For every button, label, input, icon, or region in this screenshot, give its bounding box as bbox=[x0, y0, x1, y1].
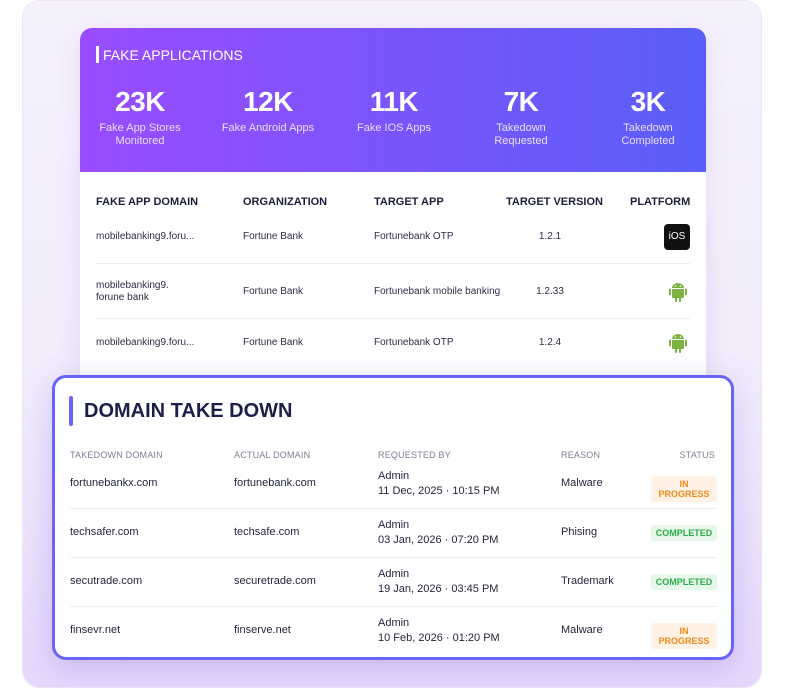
column-header: ACTUAL DOMAIN bbox=[234, 450, 311, 460]
reason: Malware bbox=[561, 624, 603, 636]
column-header: ORGANIZATION bbox=[243, 196, 328, 208]
android-icon bbox=[666, 331, 690, 360]
stat: 23K Fake App Stores Monitored bbox=[80, 86, 200, 148]
column-header: STATUS bbox=[679, 450, 715, 460]
takedown-domain: finsevr.net bbox=[70, 624, 121, 636]
column-header: REQUESTED BY bbox=[378, 450, 451, 460]
status-badge: COMPLETED bbox=[651, 525, 717, 541]
target-app: Fortunebank mobile banking bbox=[374, 286, 501, 297]
target-app: Fortunebank OTP bbox=[374, 231, 454, 242]
platform-badge: iOS bbox=[664, 224, 690, 250]
stat: 11K Fake IOS Apps bbox=[334, 86, 454, 135]
request-date: 11 Dec, 2025 · 10:15 PM bbox=[378, 485, 500, 497]
requested-by: Admin bbox=[378, 470, 410, 482]
stat: 7K Takedown Requested bbox=[461, 86, 581, 148]
actual-domain: securetrade.com bbox=[234, 575, 316, 587]
target-version: 1.2.33 bbox=[536, 286, 564, 297]
status-badge: IN PROGRESS bbox=[651, 476, 717, 502]
request-date: 03 Jan, 2026 · 07:20 PM bbox=[378, 534, 499, 546]
status-badge: IN PROGRESS bbox=[651, 623, 717, 649]
stat: 3K Takedown Completed bbox=[588, 86, 706, 148]
column-header: TAKEDOWN DOMAIN bbox=[70, 450, 163, 460]
reason: Phising bbox=[561, 526, 598, 538]
app-domain: mobilebanking9.foru... bbox=[96, 337, 195, 348]
row-separator bbox=[70, 606, 716, 607]
column-header: FAKE APP DOMAIN bbox=[96, 196, 199, 208]
target-app: Fortunebank OTP bbox=[374, 337, 454, 348]
android-icon bbox=[666, 280, 690, 309]
stat-value: 11K bbox=[369, 86, 419, 117]
accent bbox=[96, 46, 99, 63]
stat-value: 23K bbox=[115, 86, 165, 117]
app-domain: mobilebanking9. forune bank bbox=[96, 280, 169, 303]
row-separator bbox=[96, 318, 690, 319]
actual-domain: fortunebank.com bbox=[234, 477, 316, 489]
fake-apps-card: FAKE APPLICATIONS 23K Fake App Stores Mon… bbox=[80, 28, 706, 388]
takedown-domain: fortunebankx.com bbox=[70, 477, 158, 489]
header: FAKE APPLICATIONS 23K Fake App Stores Mon… bbox=[80, 28, 706, 172]
requested-by: Admin bbox=[378, 617, 410, 629]
takedown-domain: secutrade.com bbox=[70, 575, 143, 587]
card-title: DOMAIN TAKE DOWN bbox=[84, 400, 293, 422]
request-date: 19 Jan, 2026 · 03:45 PM bbox=[378, 583, 499, 595]
organization: Fortune Bank bbox=[243, 231, 304, 242]
takedown-card: DOMAIN TAKE DOWN TAKEDOWN DOMAIN ACTUAL D… bbox=[52, 375, 734, 660]
takedown-domain: techsafer.com bbox=[70, 526, 139, 538]
target-version: 1.2.1 bbox=[538, 231, 562, 242]
status-badge: COMPLETED bbox=[651, 574, 717, 590]
actual-domain: finserve.net bbox=[234, 624, 291, 636]
stat: 12K Fake Android Apps bbox=[208, 86, 328, 135]
stat-value: 12K bbox=[243, 86, 293, 117]
organization: Fortune Bank bbox=[243, 337, 304, 348]
card-title: FAKE APPLICATIONS bbox=[103, 47, 243, 63]
column-header: TARGET VERSION bbox=[506, 196, 603, 208]
requested-by: Admin bbox=[378, 568, 410, 580]
actual-domain: techsafe.com bbox=[234, 526, 300, 538]
organization: Fortune Bank bbox=[243, 286, 304, 297]
stat-label: Takedown Completed bbox=[621, 122, 675, 147]
stat-value: 7K bbox=[503, 86, 539, 117]
row-separator bbox=[96, 263, 690, 264]
column-header: PLATFORM bbox=[630, 196, 691, 208]
requested-by: Admin bbox=[378, 519, 410, 531]
stat-label: Fake IOS Apps bbox=[357, 122, 431, 134]
stat-label: Fake Android Apps bbox=[221, 122, 315, 134]
column-header: REASON bbox=[561, 450, 601, 460]
request-date: 10 Feb, 2026 · 01:20 PM bbox=[378, 632, 500, 644]
stat-label: Fake App Stores Monitored bbox=[99, 122, 181, 147]
stat-value: 3K bbox=[630, 86, 666, 117]
reason: Trademark bbox=[561, 575, 614, 587]
reason: Malware bbox=[561, 477, 603, 489]
row-separator bbox=[70, 557, 716, 558]
stat-label: Takedown Requested bbox=[494, 122, 548, 147]
app-domain: mobilebanking9.foru... bbox=[96, 231, 195, 242]
accent bbox=[69, 396, 73, 426]
column-header: TARGET APP bbox=[374, 196, 444, 208]
row-separator bbox=[70, 508, 716, 509]
target-version: 1.2.4 bbox=[538, 337, 562, 348]
